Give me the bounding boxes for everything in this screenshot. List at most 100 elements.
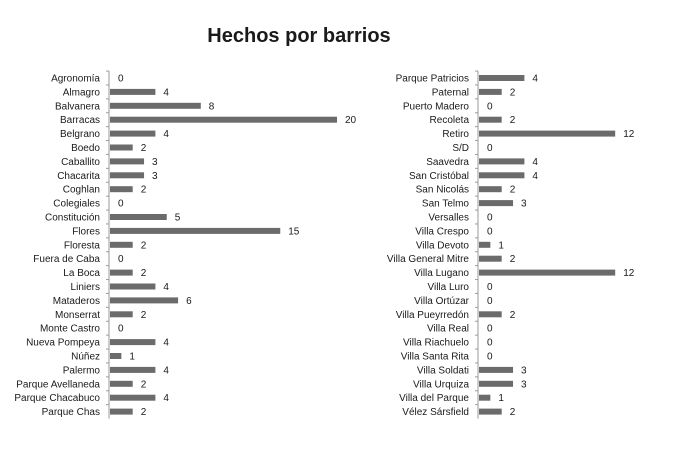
value-label: 4 <box>532 171 538 182</box>
bar <box>110 186 133 193</box>
value-label: 4 <box>532 74 538 85</box>
value-label: 3 <box>521 199 527 210</box>
value-label: 0 <box>487 143 493 154</box>
category-label: Villa del Parque <box>399 393 469 404</box>
bar <box>110 241 133 248</box>
category-label: Recoleta <box>430 115 470 126</box>
value-label: 0 <box>118 254 124 265</box>
value-label: 0 <box>118 324 124 335</box>
bar <box>479 186 502 193</box>
value-label: 5 <box>175 213 181 224</box>
value-label: 2 <box>510 185 516 196</box>
category-label: Almagro <box>63 87 101 98</box>
category-label: Parque Chas <box>42 407 100 418</box>
bar <box>479 269 616 276</box>
bar <box>110 116 337 123</box>
bar <box>479 394 491 401</box>
category-label: Retiro <box>442 129 469 140</box>
category-label: Floresta <box>64 240 101 251</box>
category-label: Agronomía <box>51 74 100 85</box>
category-label: Fuera de Caba <box>33 254 100 265</box>
value-label: 4 <box>163 365 169 376</box>
category-label: Villa Devoto <box>416 240 470 251</box>
value-label: 2 <box>141 407 147 418</box>
bar <box>110 380 133 387</box>
bar <box>110 130 156 137</box>
bar <box>110 144 133 151</box>
value-label: 0 <box>487 282 493 293</box>
value-label: 15 <box>288 226 300 237</box>
category-label: Parque Avellaneda <box>16 379 100 390</box>
category-label: Nueva Pompeya <box>26 338 100 349</box>
value-label: 6 <box>186 296 192 307</box>
bar <box>479 408 502 415</box>
bar <box>479 116 502 123</box>
bar <box>479 255 502 262</box>
category-label: Caballito <box>61 157 100 168</box>
category-label: Coghlan <box>63 185 100 196</box>
value-label: 1 <box>498 240 504 251</box>
category-label: Parque Patricios <box>396 74 469 85</box>
category-label: Balvanera <box>55 101 100 112</box>
value-label: 3 <box>521 379 527 390</box>
value-label: 3 <box>152 157 158 168</box>
bar <box>110 311 133 318</box>
bar <box>479 200 514 207</box>
bar <box>479 88 502 95</box>
bar <box>110 88 156 95</box>
value-label: 4 <box>163 129 169 140</box>
category-label: Palermo <box>63 365 101 376</box>
value-label: 1 <box>129 352 135 363</box>
category-label: Monte Castro <box>40 324 100 335</box>
bar <box>110 283 156 290</box>
value-label: 20 <box>345 115 357 126</box>
value-label: 0 <box>487 226 493 237</box>
category-label: Puerto Madero <box>403 101 470 112</box>
value-label: 0 <box>487 352 493 363</box>
bar <box>479 380 514 387</box>
value-label: 4 <box>163 87 169 98</box>
bar <box>479 130 616 137</box>
right-panel: Parque Patricios 4 Paternal 2 Puerto Madero 0… <box>387 70 635 419</box>
category-label: Parque Chacabuco <box>14 393 100 404</box>
value-label: 8 <box>209 101 215 112</box>
value-label: 2 <box>510 310 516 321</box>
value-label: 4 <box>532 157 538 168</box>
value-label: 3 <box>521 365 527 376</box>
category-label: Flores <box>72 226 100 237</box>
category-label: Villa Santa Rita <box>401 352 470 363</box>
value-label: 0 <box>487 101 493 112</box>
value-label: 4 <box>163 338 169 349</box>
category-label: Saavedra <box>426 157 469 168</box>
category-label: Villa Soldati <box>417 365 469 376</box>
category-label: San Nicolás <box>416 185 469 196</box>
bar <box>479 241 491 248</box>
category-label: Villa Riachuelo <box>403 338 469 349</box>
category-label: Barracas <box>60 115 100 126</box>
value-label: 1 <box>498 393 504 404</box>
category-label: Villa Real <box>427 324 469 335</box>
category-label: La Boca <box>63 268 100 279</box>
bar <box>479 158 525 165</box>
category-label: Versalles <box>428 213 469 224</box>
bar <box>110 297 179 304</box>
category-label: Villa Urquiza <box>413 379 469 390</box>
bar <box>479 172 525 179</box>
category-label: Boedo <box>71 143 100 154</box>
category-label: Monserrat <box>55 310 100 321</box>
value-label: 12 <box>623 268 635 279</box>
value-label: 0 <box>487 296 493 307</box>
category-label: Villa Pueyrredón <box>396 310 469 321</box>
category-label: San Telmo <box>422 199 470 210</box>
category-label: Chacarita <box>57 171 100 182</box>
category-label: Villa General Mitre <box>387 254 470 265</box>
category-label: Núñez <box>71 352 100 363</box>
bar <box>110 158 145 165</box>
bar <box>479 75 525 81</box>
category-label: Colegiales <box>53 199 100 210</box>
bar <box>110 366 156 373</box>
bar <box>110 269 133 276</box>
category-label: S/D <box>452 143 469 154</box>
